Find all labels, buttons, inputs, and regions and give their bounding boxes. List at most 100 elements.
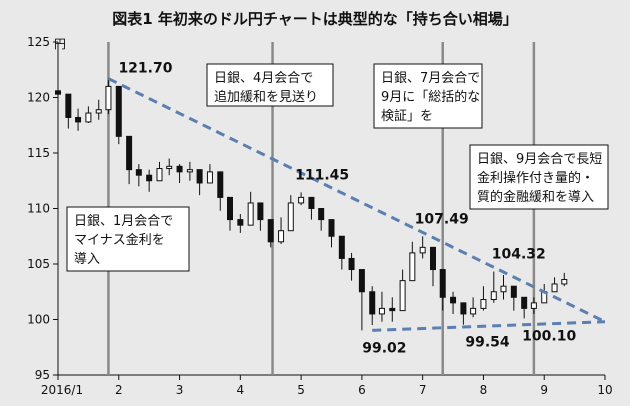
candle-body — [490, 291, 497, 301]
candle-body — [287, 202, 294, 232]
x-tick-label: 3 — [176, 383, 184, 397]
candle-body — [105, 85, 112, 111]
candle-body — [298, 196, 305, 204]
candle-body — [257, 202, 264, 221]
candle-body — [429, 246, 436, 271]
x-tick-label: 6 — [358, 383, 366, 397]
candle-body — [378, 307, 385, 315]
x-tick-label: 10 — [597, 383, 612, 397]
candle-body — [75, 116, 82, 123]
event-note-line: 日銀、7月会合で — [381, 71, 480, 86]
y-tick-label: 110 — [27, 202, 50, 216]
price-label: 104.32 — [492, 247, 546, 263]
candle-body — [358, 269, 365, 293]
candle-body — [470, 307, 477, 315]
x-tick-label: 5 — [297, 383, 305, 397]
candle-body — [227, 196, 234, 221]
candle-body — [126, 135, 133, 171]
candle-body — [186, 169, 193, 173]
candle-body — [419, 246, 426, 254]
candle-body — [196, 169, 203, 184]
candle-body — [369, 291, 376, 315]
candle-body — [308, 196, 315, 209]
candle-body — [328, 219, 335, 237]
y-tick-label: 105 — [27, 257, 50, 271]
event-note-line: 金利操作付き量的・ — [477, 170, 594, 186]
candle-body — [146, 174, 153, 182]
y-tick-label: 95 — [35, 368, 50, 382]
event-note-line: 追加緩和を見送り — [214, 89, 318, 105]
candle-body — [278, 230, 285, 243]
x-tick-label: 2 — [115, 383, 123, 397]
candle-body — [510, 285, 517, 298]
candle-body — [450, 296, 457, 304]
candle-body — [247, 202, 254, 226]
candle-body — [115, 85, 122, 137]
event-note-line: 日銀、9月会合で長短 — [477, 152, 602, 167]
event-note-box — [373, 63, 483, 129]
event-note-line: 日銀、1月会合で — [74, 214, 173, 229]
candle-body — [318, 208, 325, 221]
event-note-box — [66, 206, 190, 272]
price-label: 100.10 — [522, 328, 576, 344]
event-note-box — [469, 144, 609, 210]
x-tick-label: 4 — [237, 383, 245, 397]
price-labels: 121.70 111.45 107.49 104.32 99.02 99.54 100.10 — [118, 61, 576, 357]
price-label: 99.02 — [362, 340, 406, 356]
candles — [55, 78, 568, 331]
x-tick-label: 9 — [540, 383, 548, 397]
candle-body — [206, 171, 213, 184]
candle-body — [530, 302, 537, 309]
event-note-line: マイナス金利を — [74, 232, 165, 248]
event-note-line: 質的金融緩和を導入 — [477, 189, 594, 205]
candle-body — [65, 93, 72, 118]
x-tick-label: 7 — [419, 383, 427, 397]
candle-body — [409, 252, 416, 282]
candle-body — [55, 90, 61, 95]
candle-body — [267, 219, 274, 243]
y-tick-label: 115 — [27, 146, 50, 160]
candle-body — [460, 302, 467, 315]
price-label: 111.45 — [295, 167, 349, 183]
y-unit-label: 円 — [54, 37, 66, 51]
x-tick-label: 8 — [480, 383, 488, 397]
candle-body — [561, 279, 568, 285]
y-tick-label: 100 — [27, 313, 50, 327]
candle-body — [176, 165, 183, 173]
chart-title: 図表1 年初来のドル円チャートは典型的な「持ち合い相場」 — [112, 10, 518, 28]
candle-body — [480, 299, 487, 309]
candle-body — [521, 296, 528, 309]
candle-body — [439, 269, 446, 298]
price-label: 121.70 — [118, 61, 172, 77]
candle-body — [399, 280, 406, 312]
candle-body — [348, 257, 355, 271]
y-tick-label: 125 — [27, 35, 50, 49]
candle-body — [237, 219, 244, 226]
candle-body — [217, 171, 224, 198]
price-label: 99.54 — [465, 335, 510, 351]
candle-body — [166, 165, 173, 170]
event-note-box — [206, 63, 334, 107]
candle-body — [338, 235, 345, 259]
event-note-line: 検証」を — [381, 109, 433, 124]
y-tick-label: 120 — [27, 91, 50, 105]
event-note-line: 日銀、4月会合で — [214, 71, 313, 86]
trendlines — [107, 77, 606, 332]
candle-body — [95, 109, 102, 114]
event-note-line: 導入 — [74, 252, 100, 267]
price-label: 107.49 — [415, 211, 469, 227]
candle-body — [135, 169, 142, 176]
candle-body — [85, 112, 92, 123]
candle-body — [551, 283, 558, 293]
trendline — [107, 77, 606, 324]
x-tick-label: 2016/1 — [41, 383, 83, 397]
candle-body — [389, 307, 396, 312]
trendline — [372, 320, 606, 332]
candle-body — [500, 285, 507, 293]
event-note-line: 9月に「総括的な — [381, 89, 480, 105]
candle-body — [156, 168, 163, 182]
